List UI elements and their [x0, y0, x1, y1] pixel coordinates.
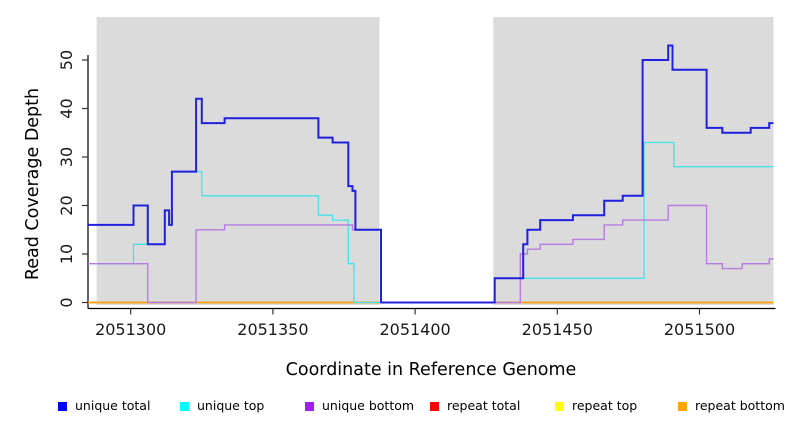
legend-swatch-icon: [58, 402, 67, 411]
legend: unique total unique top unique bottom repea…: [0, 395, 792, 419]
legend-swatch-icon: [430, 402, 439, 411]
coverage-gap-band: [379, 17, 494, 305]
x-tick-label: 2051450: [522, 320, 593, 339]
y-tick-label: 50: [57, 50, 76, 70]
legend-label: unique top: [197, 398, 265, 413]
y-axis-title: Read Coverage Depth: [23, 87, 43, 281]
series-unique-bottom: [88, 204, 774, 304]
legend-swatch-icon: [678, 402, 687, 411]
series-unique-total: [88, 44, 774, 304]
x-tick-label: 2051400: [379, 320, 450, 339]
x-tick-label: 2051500: [664, 320, 735, 339]
y-tick-label: 30: [57, 147, 76, 167]
legend-label: unique bottom: [322, 398, 415, 413]
legend-item-repeat-top: repeat top: [555, 395, 637, 415]
y-tick-label: 0: [57, 297, 76, 307]
legend-swatch-icon: [180, 402, 189, 411]
y-tick-label: 20: [57, 195, 76, 215]
y-tick-label: 10: [57, 244, 76, 264]
legend-label: repeat total: [447, 398, 521, 413]
legend-swatch-icon: [555, 402, 564, 411]
legend-item-repeat-bottom: repeat bottom: [678, 395, 785, 415]
x-tick-label: 2051300: [95, 320, 166, 339]
legend-item-unique-total: unique total: [58, 395, 150, 415]
legend-label: unique total: [75, 398, 151, 413]
legend-label: repeat top: [572, 398, 638, 413]
legend-item-unique-bottom: unique bottom: [305, 395, 414, 415]
legend-swatch-icon: [305, 402, 314, 411]
x-tick-label: 2051350: [237, 320, 308, 339]
legend-item-repeat-total: repeat total: [430, 395, 520, 415]
legend-label: repeat bottom: [695, 398, 785, 413]
legend-item-unique-top: unique top: [180, 395, 264, 415]
x-axis-title: Coordinate in Reference Genome: [285, 360, 577, 380]
y-tick-label: 40: [57, 98, 76, 118]
